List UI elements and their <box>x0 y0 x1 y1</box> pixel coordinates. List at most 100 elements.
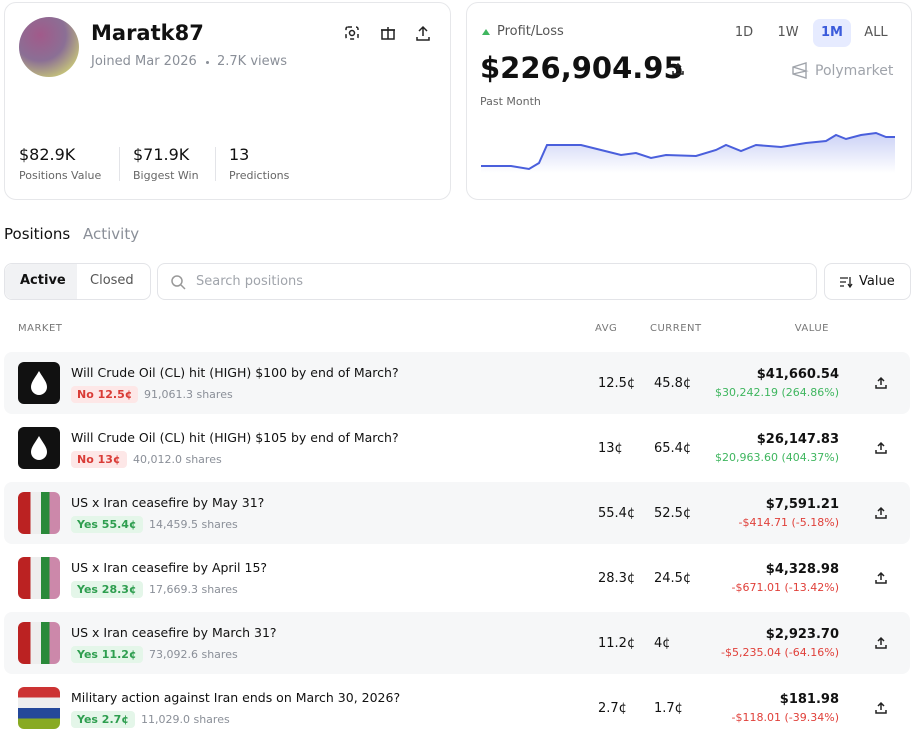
shares: 91,061.3 shares <box>144 388 233 401</box>
stat-value: $82.9K <box>19 145 76 164</box>
share-icon <box>875 571 887 584</box>
share-button[interactable] <box>873 570 889 586</box>
stat-label: Positions Value <box>19 169 102 182</box>
pnl-label: Profit/Loss <box>497 24 564 39</box>
shares: 14,459.5 shares <box>149 518 238 531</box>
views: 2.7K views <box>217 54 288 69</box>
range-button[interactable]: 1W <box>777 25 799 40</box>
market-title: Will Crude Oil (CL) hit (HIGH) $100 by e… <box>71 365 399 380</box>
market-icon <box>18 687 60 729</box>
market-title: Military action against Iran ends on Mar… <box>71 690 401 705</box>
range-button[interactable]: 1M <box>813 19 851 47</box>
avg-price: 11.2¢ <box>598 636 636 651</box>
position-value: $41,660.54 <box>756 367 839 382</box>
current-price: 45.8¢ <box>654 376 692 391</box>
market-title: US x Iran ceasefire by March 31? <box>71 625 277 640</box>
pnl-period: Past Month <box>480 95 541 108</box>
current-price: 1.7¢ <box>654 701 683 716</box>
position-row[interactable]: US x Iran ceasefire by March 31? Yes 11.2… <box>4 612 910 674</box>
shares: 40,012.0 shares <box>133 453 222 466</box>
search-icon <box>171 275 186 290</box>
shares: 17,669.3 shares <box>149 583 238 596</box>
share-button[interactable] <box>873 375 889 391</box>
current-price: 4¢ <box>654 636 671 651</box>
position-row[interactable]: Military action against Iran ends on Mar… <box>4 677 910 739</box>
outcome-badge: Yes 55.4¢ <box>71 516 143 533</box>
filter-button[interactable]: Closed <box>90 273 134 288</box>
brand-logo <box>792 62 809 79</box>
position-pnl: -$414.71 (-5.18%) <box>738 516 839 529</box>
position-pnl: $20,963.60 (404.37%) <box>714 451 839 464</box>
position-pnl: -$5,235.04 (-64.16%) <box>721 646 839 659</box>
position-value: $4,328.98 <box>765 562 839 577</box>
column-header[interactable]: MARKET <box>18 323 63 334</box>
outcome-badge: Yes 11.2¢ <box>71 646 143 663</box>
profile-card: Maratk87 Joined Mar 2026 2.7K views $82.… <box>4 2 451 200</box>
pnl-value: $226,904.95 <box>480 51 684 85</box>
stat-value: 13 <box>229 145 250 164</box>
joined: Joined Mar 2026 <box>91 54 197 69</box>
market-icon <box>18 622 60 664</box>
position-row[interactable]: Will Crude Oil (CL) hit (HIGH) $105 by e… <box>4 417 910 479</box>
column-header[interactable]: AVG <box>595 323 618 334</box>
range-button[interactable]: ALL <box>864 25 888 40</box>
pnl-sparkline <box>481 131 895 173</box>
market-title: US x Iran ceasefire by May 31? <box>71 495 265 510</box>
position-row[interactable]: Will Crude Oil (CL) hit (HIGH) $100 by e… <box>4 352 910 414</box>
range-button[interactable]: 1D <box>734 25 754 40</box>
sort-button[interactable]: Value <box>824 263 911 300</box>
column-header[interactable]: VALUE <box>794 323 829 334</box>
share-icon <box>875 441 887 454</box>
position-pnl: -$671.01 (-13.42%) <box>731 581 839 594</box>
position-value: $181.98 <box>779 692 839 707</box>
position-row[interactable]: US x Iran ceasefire by April 15? Yes 28.3… <box>4 547 910 609</box>
brand: Polymarket <box>815 63 894 79</box>
avg-price: 12.5¢ <box>598 376 636 391</box>
market-icon <box>18 362 60 404</box>
pnl-card: Profit/Loss $226,904.95 Past Month Polym… <box>466 2 912 200</box>
search-box[interactable]: Search positions <box>157 263 817 300</box>
separator <box>206 61 209 64</box>
share-icon <box>875 376 887 389</box>
outcome-badge: Yes 2.7¢ <box>71 711 135 728</box>
position-value: $26,147.83 <box>756 432 839 447</box>
stat-divider <box>215 147 216 181</box>
market-title: US x Iran ceasefire by April 15? <box>71 560 268 575</box>
stat-value: $71.9K <box>133 145 190 164</box>
share-pnl[interactable] <box>670 61 686 77</box>
drop <box>31 371 47 395</box>
profile-actions[interactable] <box>343 23 433 43</box>
filter-button[interactable]: Active <box>20 273 66 288</box>
position-value: $2,923.70 <box>765 627 839 642</box>
position-pnl: $30,242.19 (264.86%) <box>714 386 839 399</box>
outcome-badge: No 12.5¢ <box>71 386 139 403</box>
up-triangle <box>482 29 490 35</box>
tab[interactable]: Activity <box>83 225 140 243</box>
position-value: $7,591.21 <box>765 497 839 512</box>
market-icon <box>18 427 60 469</box>
share-icon <box>875 636 887 649</box>
search-placeholder: Search positions <box>196 274 304 289</box>
avg-price: 13¢ <box>598 441 623 456</box>
stat-label: Predictions <box>229 169 290 182</box>
share-button[interactable] <box>873 700 889 716</box>
share-button[interactable] <box>873 440 889 456</box>
sort-label: Value <box>859 274 895 289</box>
market-icon <box>18 492 60 534</box>
username: Maratk87 <box>91 21 204 45</box>
shares: 11,029.0 shares <box>141 713 230 726</box>
column-header: CURRENT <box>650 323 702 334</box>
share-icon <box>875 701 887 714</box>
market-icon <box>18 557 60 599</box>
avg-price: 55.4¢ <box>598 506 636 521</box>
share-button[interactable] <box>873 635 889 651</box>
position-row[interactable]: US x Iran ceasefire by May 31? Yes 55.4¢ 1… <box>4 482 910 544</box>
share-icon <box>875 506 887 519</box>
avg-price: 28.3¢ <box>598 571 636 586</box>
market-title: Will Crude Oil (CL) hit (HIGH) $105 by e… <box>71 430 399 445</box>
stat-divider <box>119 147 120 181</box>
share-button[interactable] <box>873 505 889 521</box>
tab[interactable]: Positions <box>4 225 71 243</box>
outcome-badge: No 13¢ <box>71 451 127 468</box>
